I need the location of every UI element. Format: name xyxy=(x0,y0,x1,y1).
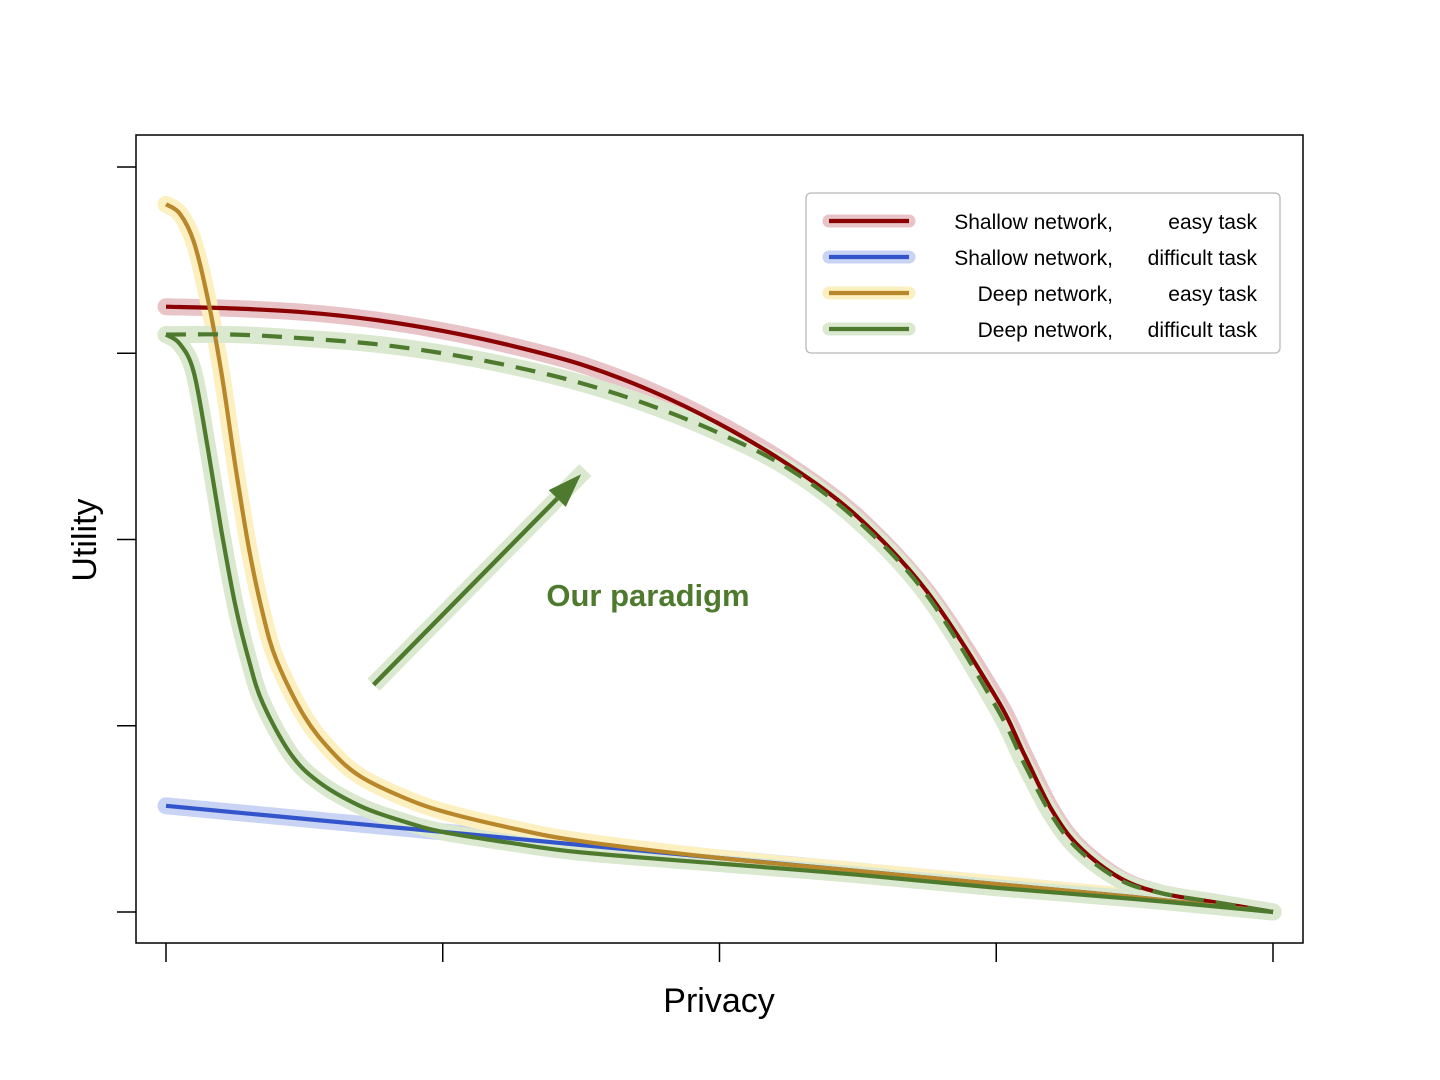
x-axis-ticks xyxy=(165,943,1274,962)
series-line-2 xyxy=(164,202,1274,915)
legend-task-1: difficult task xyxy=(1148,247,1258,270)
legend-task-0: easy task xyxy=(1168,211,1257,234)
legend-name-0: Shallow network, xyxy=(954,211,1113,234)
annotation-layer: Our paradigm xyxy=(367,464,750,691)
series-line-4 xyxy=(165,332,1274,915)
y-axis-label: Utility xyxy=(66,498,104,581)
legend: Shallow network, easy task Shallow network… xyxy=(805,192,1281,354)
curves-layer xyxy=(157,195,1282,921)
series-line-0 xyxy=(165,304,1274,915)
legend-task-2: easy task xyxy=(1168,283,1257,306)
annotation-label: Our paradigm xyxy=(546,578,749,613)
legend-name-2: Deep network, xyxy=(978,283,1113,306)
x-axis-label: Privacy xyxy=(663,982,774,1020)
arrow-head xyxy=(548,474,582,507)
legend-name-3: Deep network, xyxy=(978,319,1113,342)
legend-name-1: Shallow network, xyxy=(954,247,1113,270)
legend-box xyxy=(805,192,1281,354)
y-axis-ticks xyxy=(117,166,136,913)
arrow-shaft xyxy=(371,496,559,687)
series-line-3 xyxy=(164,332,1274,915)
legend-task-3: difficult task xyxy=(1148,319,1258,342)
